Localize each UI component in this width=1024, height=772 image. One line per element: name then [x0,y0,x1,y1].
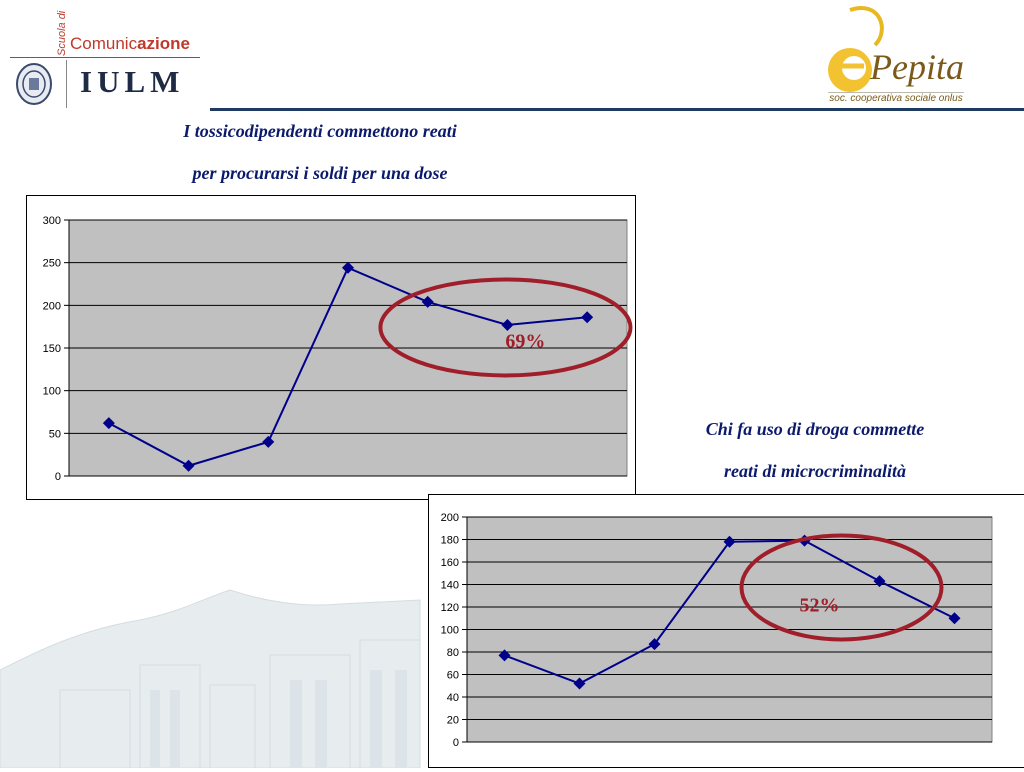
iulm-logo: Scuola di Comunicazione IULM [8,4,208,108]
chart1-y-tick-label: 150 [43,343,61,355]
chart1-percent-annotation: 69% [505,330,545,352]
pepita-subtitle: soc. cooperativa sociale onlus [828,92,964,104]
chart2-percent-annotation: 52% [800,594,840,616]
chart2-title-line2: reati di microcriminalità [640,458,990,484]
comunicazione-label: Comunicazione [70,34,190,54]
chart1-y-tick-label: 100 [43,386,61,398]
chart2-line-chart: 0 20 40 60 80 100 120 140 160 180 200 52% [429,495,1024,767]
azione-label: azione [137,34,190,53]
pepita-logo: Pepita soc. cooperativa sociale onlus [820,0,970,110]
chart1-y-tick-label: 0 [55,471,61,483]
chart1-y-tick-label: 250 [43,258,61,270]
iulm-wordmark: IULM [80,64,184,100]
chart2-y-tick-label: 120 [441,602,459,614]
chart1-title-line2: per procurarsi i soldi per una dose [100,160,540,186]
chart2-y-tick-label: 40 [447,692,459,704]
chart2-container: 0 20 40 60 80 100 120 140 160 180 200 52% [428,494,1024,768]
chart2-y-tick-label: 140 [441,580,459,592]
chart1-y-tick-label: 300 [43,215,61,227]
chart2-y-tick-label: 160 [441,557,459,569]
chart1-line-chart: 0 50 100 150 200 250 300 69% [27,196,635,499]
chart2-y-tick-label: 80 [447,647,459,659]
chart2-title: Chi fa uso di droga commette reati di mi… [640,416,990,484]
chart2-y-tick-label: 200 [441,512,459,524]
chart2-title-line1: Chi fa uso di droga commette [640,416,990,442]
logo-vertical-separator [66,60,67,108]
comunic-label: Comunic [70,34,137,53]
chart1-title: I tossicodipendenti commettono reati per… [100,118,540,186]
scuola-di-label: Scuola di [56,11,68,56]
chart1-title-line1: I tossicodipendenti commettono reati [100,118,540,144]
pepita-wordmark: Pepita [870,46,964,88]
chart1-y-tick-label: 50 [49,428,61,440]
chart2-y-tick-label: 60 [447,670,459,682]
logo-divider [10,57,200,58]
chart1-y-tick-label: 200 [43,300,61,312]
chart2-y-tick-label: 0 [453,737,459,749]
chart2-y-tick-label: 100 [441,625,459,637]
chart1-container: 0 50 100 150 200 250 300 69% [26,195,636,500]
university-seal-icon [14,60,54,108]
chart2-y-tick-label: 180 [441,535,459,547]
chart2-y-tick-label: 20 [447,715,459,727]
